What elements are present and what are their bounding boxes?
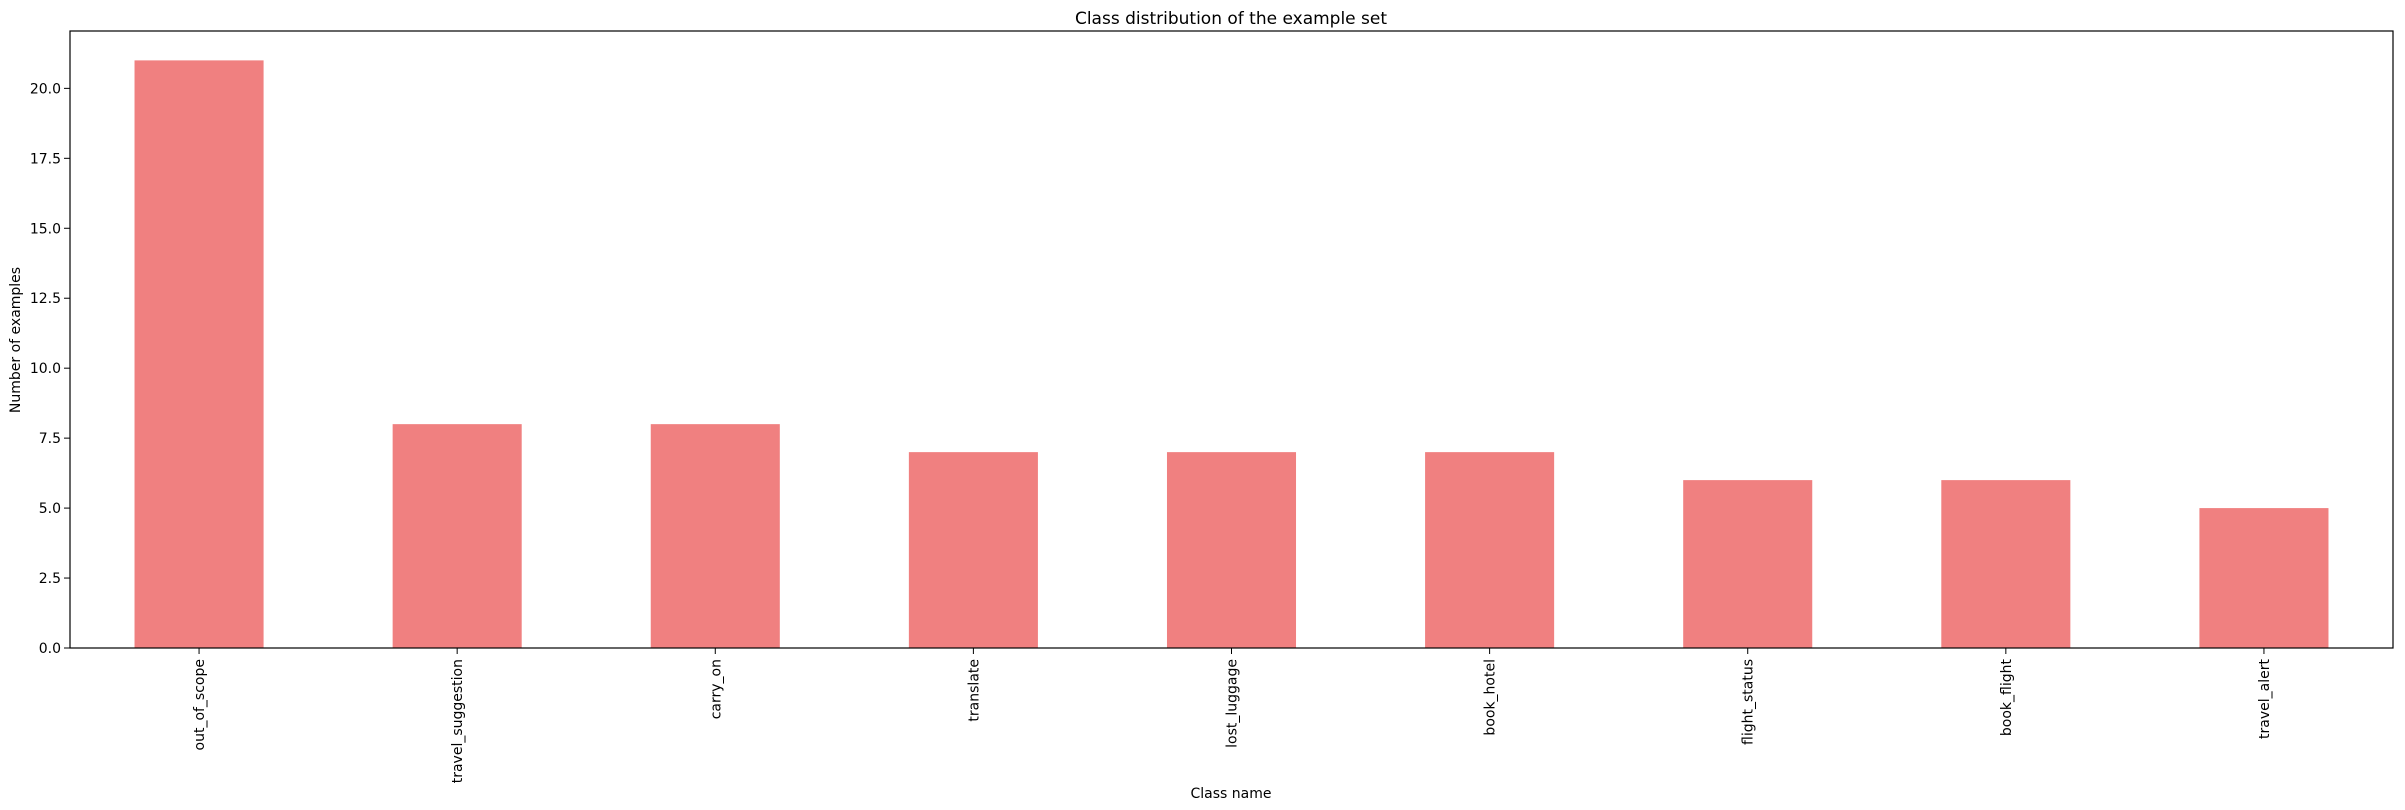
x-tick-label: book_hotel [1483, 659, 1499, 736]
bar-flight_status [1683, 480, 1813, 648]
y-tick-label: 2.5 [39, 571, 61, 587]
x-tick-label: flight_status [1741, 659, 1757, 745]
y-tick-label: 0.0 [39, 641, 61, 657]
x-tick-label: book_flight [1999, 659, 2015, 737]
bar-book_flight [1941, 480, 2071, 648]
bar-travel_alert [2199, 508, 2329, 648]
bar-book_hotel [1425, 452, 1555, 648]
y-tick-label: 17.5 [30, 151, 61, 167]
y-tick-label: 7.5 [39, 431, 61, 447]
bar-out_of_scope [134, 60, 264, 648]
y-axis-label: Number of examples [8, 267, 24, 413]
y-tick-label: 5.0 [39, 501, 61, 517]
x-tick-label: out_of_scope [192, 659, 208, 750]
bar-translate [908, 452, 1038, 648]
x-tick-label: lost_luggage [1225, 659, 1241, 748]
chart-title: Class distribution of the example set [1075, 9, 1387, 29]
y-tick-label: 10.0 [30, 361, 61, 377]
y-tick-label: 15.0 [30, 221, 61, 237]
x-ticks-group: out_of_scope travel_suggestion carry_on tra… [192, 648, 2273, 783]
x-tick-label: travel_alert [2257, 659, 2273, 739]
y-tick-label: 20.0 [30, 81, 61, 97]
bar-lost_luggage [1166, 452, 1297, 648]
x-tick-label: travel_suggestion [450, 659, 466, 783]
x-tick-label: translate [966, 659, 982, 722]
y-ticks-group: 0.0 2.5 5.0 7.5 10.0 12.5 15.0 17.5 20.0 [30, 81, 70, 657]
bar-carry_on [650, 424, 780, 648]
bar-travel_suggestion [392, 424, 522, 648]
plot-frame [69, 30, 2394, 649]
x-tick-label: carry_on [708, 659, 724, 719]
x-axis-label: Class name [1191, 786, 1272, 802]
y-tick-label: 12.5 [30, 291, 61, 307]
bars-group [134, 60, 2329, 648]
